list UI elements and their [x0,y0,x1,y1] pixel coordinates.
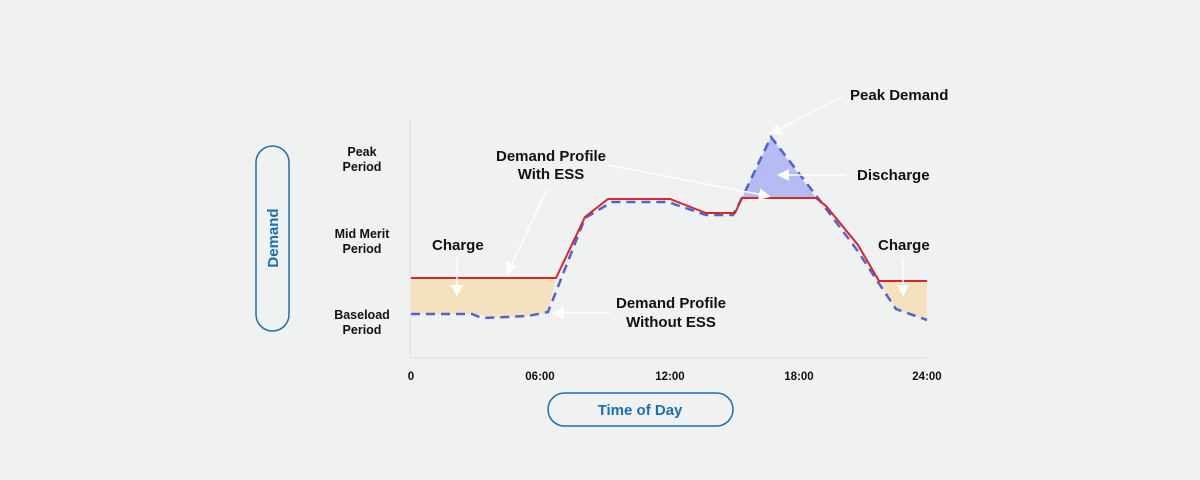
demand-without-ess-line [411,134,928,322]
x-tick-6: 06:00 [525,371,554,383]
y-band-mid-line1: Mid Merit [335,227,391,241]
charge-area-night [879,281,927,320]
y-band-base-line2: Period [343,323,382,337]
x-tick-24: 24:00 [912,371,941,383]
x-axis-label: Time of Day [598,402,683,419]
arrow-with-ess-left [506,189,548,275]
annotation-without-ess-line2: Without ESS [626,314,716,331]
annotation-peak-demand: Peak Demand [850,87,948,104]
annotation-without-ess-line1: Demand Profile [616,295,726,312]
y-band-base-line1: Baseload [334,308,390,322]
y-axis-pill [255,145,290,332]
discharge-area [742,137,816,198]
x-axis-pill [547,392,734,427]
y-axis-label: Demand [265,208,282,267]
x-tick-12: 12:00 [655,371,684,383]
arrow-with-ess-right [607,164,771,201]
annotation-charge-right: Charge [878,237,930,254]
annotation-with-ess-line1: Demand Profile [496,148,606,165]
demand-with-ess-line [411,197,927,282]
charge-area-morning [411,278,556,318]
annotation-charge-left: Charge [432,237,484,254]
x-tick-0: 0 [408,371,414,383]
y-band-peak-line2: Period [343,160,382,174]
annotation-with-ess-line2: With ESS [518,166,585,183]
y-band-peak-line1: Peak [347,145,376,159]
arrow-peak-demand [769,96,843,135]
y-band-mid-line2: Period [343,242,382,256]
x-tick-18: 18:00 [784,371,813,383]
annotation-discharge: Discharge [857,167,930,184]
